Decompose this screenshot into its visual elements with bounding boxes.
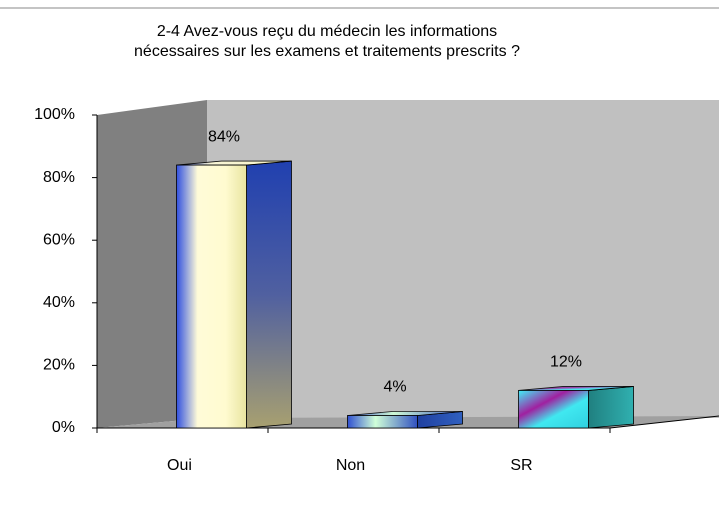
chart-title: 2-4 Avez-vous reçu du médecin les inform…	[157, 23, 497, 40]
y-tick-label: 100%	[34, 106, 75, 123]
y-tick-label: 20%	[43, 357, 75, 374]
y-tick-label: 40%	[43, 294, 75, 311]
value-label: 12%	[550, 354, 582, 371]
y-tick-label: 60%	[43, 231, 75, 248]
bar	[518, 390, 589, 429]
bar-side	[588, 386, 634, 429]
bar-side	[246, 160, 292, 429]
x-tick-label: SR	[510, 457, 532, 474]
y-tick-label: 0%	[52, 419, 75, 436]
value-label: 4%	[383, 379, 406, 396]
y-tick-label: 80%	[43, 169, 75, 186]
floor-edge	[609, 415, 719, 429]
x-tick-label: Non	[336, 457, 365, 474]
back-wall	[207, 100, 719, 418]
bar	[176, 164, 247, 429]
x-tick-label: Oui	[167, 457, 192, 474]
value-label: 84%	[208, 128, 240, 145]
bar	[347, 415, 418, 429]
chart-title: nécessaires sur les examens et traitemen…	[134, 43, 520, 60]
